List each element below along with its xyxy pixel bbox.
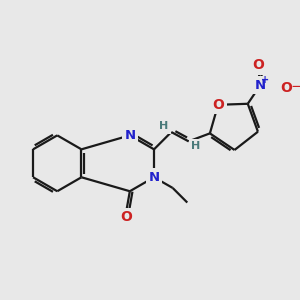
Text: O: O [252, 58, 264, 72]
Text: −: − [290, 79, 300, 94]
Text: O: O [280, 81, 292, 95]
Text: N: N [124, 129, 135, 142]
Text: +: + [261, 75, 269, 85]
Text: O: O [120, 210, 132, 224]
Text: H: H [159, 121, 169, 131]
Text: O: O [212, 98, 224, 112]
Text: H: H [191, 141, 201, 151]
Text: N: N [148, 171, 160, 184]
Text: N: N [255, 79, 266, 92]
